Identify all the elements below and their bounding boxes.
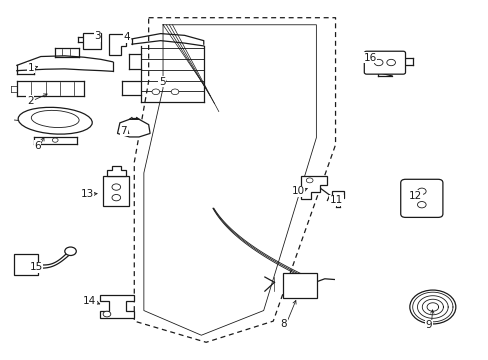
Text: 9: 9 — [425, 320, 431, 330]
Circle shape — [52, 138, 58, 142]
FancyBboxPatch shape — [15, 254, 39, 275]
Text: 7: 7 — [120, 126, 127, 136]
FancyBboxPatch shape — [282, 273, 316, 298]
Text: 10: 10 — [291, 186, 304, 196]
Polygon shape — [109, 33, 126, 55]
Bar — [103, 176, 129, 207]
Circle shape — [417, 188, 425, 194]
Circle shape — [112, 184, 121, 190]
FancyBboxPatch shape — [364, 51, 405, 74]
Text: 11: 11 — [329, 195, 343, 205]
Circle shape — [171, 89, 179, 95]
Text: 2: 2 — [27, 96, 34, 105]
Circle shape — [112, 194, 121, 201]
Circle shape — [103, 311, 111, 317]
Polygon shape — [301, 176, 327, 199]
Circle shape — [374, 59, 382, 66]
Text: 1: 1 — [28, 63, 35, 73]
Ellipse shape — [31, 111, 79, 127]
Text: 8: 8 — [280, 319, 286, 329]
Text: 3: 3 — [94, 31, 101, 41]
Bar — [82, 32, 101, 49]
Polygon shape — [107, 166, 125, 176]
Text: 12: 12 — [408, 190, 421, 201]
Circle shape — [305, 178, 312, 183]
Text: 6: 6 — [34, 141, 41, 151]
Circle shape — [152, 89, 160, 95]
FancyBboxPatch shape — [400, 179, 442, 217]
Text: 5: 5 — [159, 77, 165, 87]
Circle shape — [65, 247, 76, 256]
Text: 16: 16 — [363, 53, 376, 63]
Text: 15: 15 — [29, 262, 42, 273]
Circle shape — [386, 59, 395, 66]
Text: 13: 13 — [81, 189, 94, 199]
Circle shape — [417, 202, 425, 208]
Text: 4: 4 — [123, 32, 130, 42]
Polygon shape — [117, 119, 150, 137]
Bar — [331, 190, 343, 198]
Text: 14: 14 — [83, 296, 96, 306]
Polygon shape — [100, 294, 134, 318]
Ellipse shape — [18, 107, 92, 134]
